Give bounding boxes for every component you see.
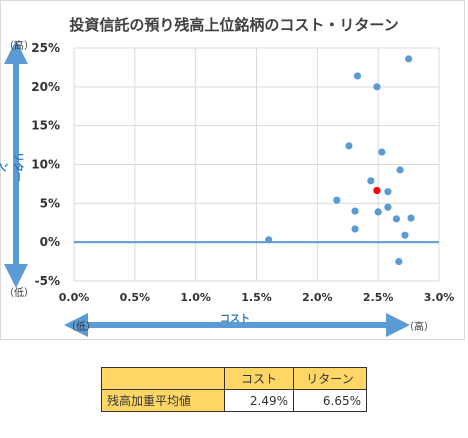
fund-point — [367, 177, 375, 185]
chart-title: 投資信託の預り残高上位銘柄のコスト・リターン — [69, 16, 399, 34]
summary-corner — [101, 367, 225, 390]
x-low-cap: （低） — [66, 322, 96, 333]
y-tick-label: 15% — [31, 119, 60, 133]
fund-point — [384, 203, 392, 211]
summary-header-return: リターン — [293, 367, 367, 390]
summary-table: コスト リターン 残高加重平均値 2.49% 6.65% — [101, 367, 367, 412]
y-tick-label: 0% — [40, 235, 60, 249]
x-tick-label: 0.5% — [120, 291, 151, 304]
fund-point — [395, 257, 403, 266]
y-tick-label: 25% — [31, 41, 60, 55]
x-tick-label: 1.0% — [180, 291, 211, 304]
gridlines — [73, 47, 440, 282]
fund-point — [404, 55, 413, 63]
fund-point — [392, 215, 401, 223]
fund-point — [373, 83, 381, 91]
summary-header-cost: コスト — [224, 367, 294, 390]
summary-cost-value: 2.49% — [224, 389, 294, 412]
x-tick-label: 2.0% — [302, 291, 333, 304]
summary-return-value: 6.65% — [293, 389, 367, 412]
y-axis-label: リターン — [0, 152, 23, 182]
y-tick-label: 20% — [31, 80, 60, 94]
weighted-average-point — [373, 186, 381, 195]
fund-point — [351, 207, 359, 215]
fund-point — [353, 72, 362, 80]
fund-point — [396, 166, 404, 174]
y-tick-label: 5% — [40, 196, 60, 210]
x-tick-label: 1.5% — [241, 291, 272, 304]
fund-point — [401, 231, 409, 239]
fund-point — [384, 188, 392, 196]
x-tick-label: 2.5% — [363, 291, 394, 304]
chart-frame — [0, 0, 465, 340]
y-tick-labels: 25% 20% 15% 10% 5% 0% -5% — [31, 41, 60, 288]
fund-point — [333, 196, 341, 204]
y-low-cap: （低） — [4, 288, 34, 299]
fund-point — [265, 236, 273, 244]
x-axis-label: コスト — [220, 314, 250, 325]
x-tick-label: 3.0% — [424, 291, 455, 304]
x-tick-label: 0.0% — [59, 291, 90, 304]
x-high-cap: （高） — [404, 322, 434, 333]
y-high-cap: （高） — [4, 41, 34, 52]
fund-point — [351, 225, 359, 233]
fund-point — [374, 208, 382, 216]
fund-point — [345, 142, 353, 150]
data-points — [265, 55, 415, 266]
fund-point — [378, 148, 386, 156]
y-tick-label: 10% — [31, 158, 60, 172]
summary-row-label: 残高加重平均値 — [101, 389, 225, 412]
scatter-plot: 25% 20% 15% 10% 5% 0% -5% 0.0% 0.5% 1.0% 1.5% 2.0%… — [3, 39, 455, 337]
y-tick-label: -5% — [35, 274, 60, 288]
fund-point — [407, 214, 415, 222]
x-tick-labels: 0.0% 0.5% 1.0% 1.5% 2.0% 2.5% 3.0% — [59, 291, 455, 304]
